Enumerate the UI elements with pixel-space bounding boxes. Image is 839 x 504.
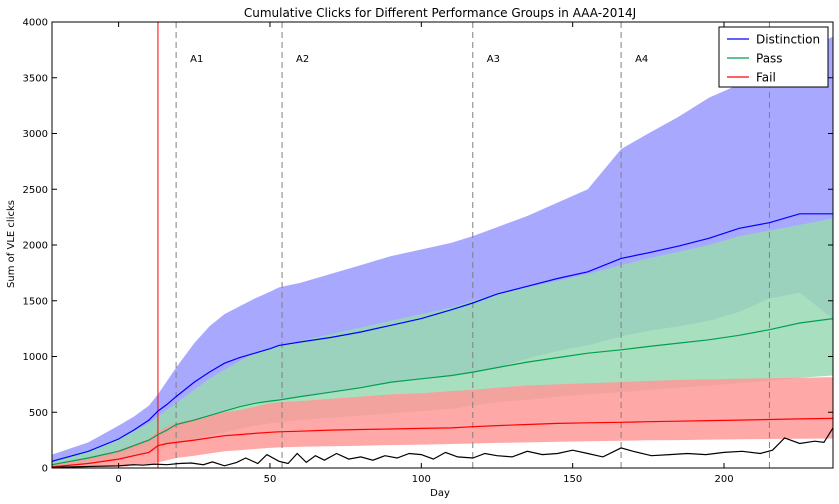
series-line-distinction <box>52 213 833 462</box>
legend-label-pass: Pass <box>756 52 783 66</box>
annotation-a1: A1 <box>190 54 203 65</box>
x-axis-title: Day <box>430 488 450 499</box>
y-tick-label: 1000 <box>23 352 48 363</box>
y-tick-label: 500 <box>29 408 48 419</box>
annotation-a3: A3 <box>487 54 500 65</box>
x-tick-label: 0 <box>115 474 121 485</box>
legend-label-distinction: Distinction <box>756 33 820 47</box>
annotation-a2: A2 <box>296 54 309 65</box>
x-tick-label: 150 <box>563 474 582 485</box>
legend-label-fail: Fail <box>756 71 776 85</box>
x-tick-label: 100 <box>412 474 431 485</box>
series-line-pass <box>52 318 833 466</box>
annotation-a4: A4 <box>635 54 648 65</box>
y-axis-title: Sum of VLE clicks <box>6 200 17 288</box>
series-line-fail <box>52 417 833 468</box>
legend: Distinction Pass Fail <box>718 26 829 88</box>
x-tick-label: 50 <box>264 474 277 485</box>
series-line-overall <box>52 427 833 468</box>
y-tick-label: 2000 <box>23 241 48 252</box>
y-tick-label: 2500 <box>23 185 48 196</box>
chart-title: Cumulative Clicks for Different Performa… <box>244 6 636 20</box>
y-tick-label: 3000 <box>23 129 48 140</box>
x-tick-label: 200 <box>714 474 733 485</box>
y-tick-label: 3500 <box>23 73 48 84</box>
y-tick-label: 4000 <box>23 18 48 29</box>
y-tick-label: 0 <box>42 464 48 475</box>
y-tick-label: 1500 <box>23 296 48 307</box>
band-fail <box>52 377 833 468</box>
